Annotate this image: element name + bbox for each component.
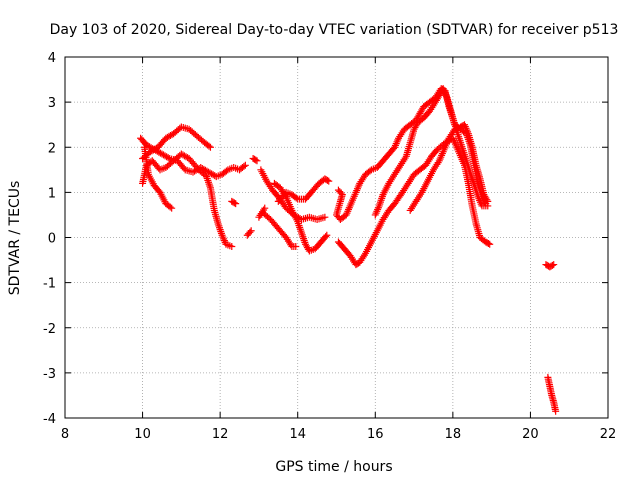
y-tick-label: -4 xyxy=(43,412,56,427)
y-axis-label: SDTVAR / TECUs xyxy=(7,181,23,296)
data-point xyxy=(483,196,491,204)
data-point xyxy=(323,231,331,239)
data-point xyxy=(246,228,254,236)
x-tick-label: 14 xyxy=(289,427,306,442)
data-point xyxy=(550,261,558,269)
data-point xyxy=(193,164,201,172)
y-tick-label: 1 xyxy=(48,186,56,201)
x-tick-label: 18 xyxy=(445,427,462,442)
series-track-g xyxy=(243,227,255,239)
y-tick-label: -1 xyxy=(43,277,56,292)
y-tick-label: 3 xyxy=(48,96,56,111)
series-track-i xyxy=(257,166,329,223)
y-tick-label: 2 xyxy=(48,141,56,156)
data-point xyxy=(240,162,248,170)
x-tick-label: 20 xyxy=(522,427,539,442)
data-point xyxy=(205,142,213,150)
plot-frame xyxy=(64,56,609,419)
y-tick-label: -2 xyxy=(43,322,56,337)
series-track-f xyxy=(249,155,261,165)
x-tick-label: 10 xyxy=(134,427,151,442)
data-point xyxy=(261,204,269,212)
data-point xyxy=(484,197,492,205)
data-point xyxy=(206,143,214,151)
data-point xyxy=(325,177,333,185)
x-axis-label: GPS time / hours xyxy=(275,459,392,475)
y-tick-label: -3 xyxy=(43,367,56,382)
data-point xyxy=(247,227,255,235)
data-point xyxy=(228,243,236,251)
data-points xyxy=(137,85,560,415)
data-point xyxy=(484,240,492,248)
chart-title: Day 103 of 2020, Sidereal Day-to-day VTE… xyxy=(50,22,619,38)
data-point xyxy=(548,261,556,269)
data-point xyxy=(292,243,300,251)
data-point xyxy=(323,176,331,184)
series-track-j xyxy=(259,209,300,251)
series-track-b xyxy=(139,123,214,163)
data-point xyxy=(168,204,176,212)
data-point xyxy=(241,161,249,169)
data-point xyxy=(486,240,494,248)
x-tick-label: 22 xyxy=(600,427,617,442)
data-point xyxy=(253,157,261,165)
series-track-l xyxy=(274,175,333,205)
series-track-d xyxy=(141,143,176,212)
x-tick-label: 16 xyxy=(367,427,384,442)
data-point xyxy=(292,194,300,202)
data-point xyxy=(252,156,260,164)
series-track-e xyxy=(228,197,240,208)
data-point xyxy=(166,203,174,211)
data-point xyxy=(164,154,172,162)
y-tick-label: 4 xyxy=(48,51,56,66)
data-point xyxy=(232,200,240,208)
data-point xyxy=(552,407,560,415)
data-point xyxy=(322,233,330,241)
x-tick-label: 12 xyxy=(212,427,229,442)
data-point xyxy=(321,213,329,221)
series-track-p xyxy=(406,121,492,214)
data-point xyxy=(230,199,238,207)
series-track-r xyxy=(544,373,560,415)
series-track-k xyxy=(270,179,331,255)
y-tick-label: 0 xyxy=(48,232,56,247)
x-tick-label: 8 xyxy=(61,427,69,442)
series-track-q xyxy=(542,261,558,271)
